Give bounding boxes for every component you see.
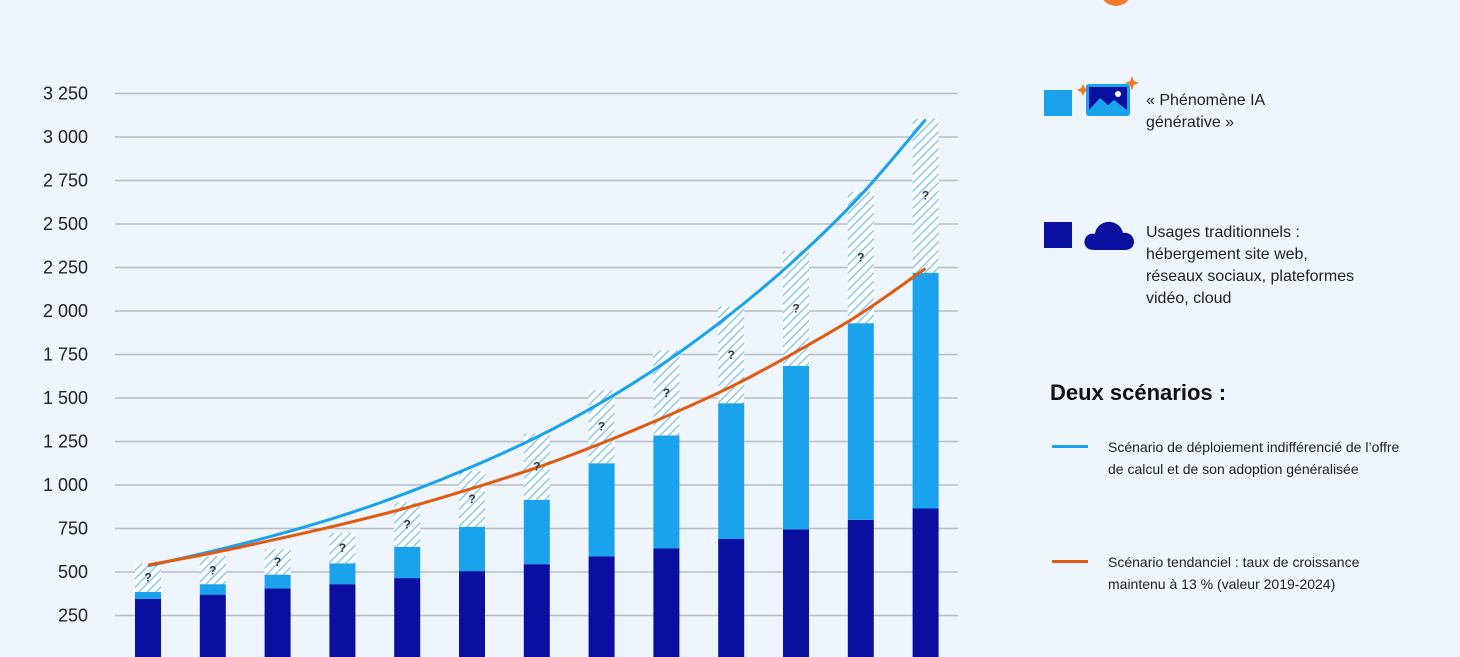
scenario2-label: Scénario tendanciel : taux de croissance… xyxy=(1108,554,1360,592)
bar-genai xyxy=(653,435,680,549)
legend-traditional-label: Usages traditionnels : hébergement site … xyxy=(1146,224,1355,307)
y-tick-label: 2 000 xyxy=(43,301,88,321)
uncertainty-mark: ? xyxy=(468,492,475,506)
y-tick-label: 3 000 xyxy=(43,127,88,147)
uncertainty-mark: ? xyxy=(404,518,411,532)
bar-genai xyxy=(329,563,356,585)
scenario1-line xyxy=(147,118,927,568)
stacked-bar-chart: 250 500 750 1 000 1 250 1 500 1 750 2 000 2 250 2… xyxy=(43,84,958,657)
bar-genai xyxy=(912,272,939,509)
bar-genai xyxy=(459,526,485,572)
bar-genai xyxy=(783,365,809,530)
uncertainty-mark: ? xyxy=(533,460,540,474)
bar-genai xyxy=(718,403,745,539)
bar-traditional xyxy=(459,571,485,657)
scenarios-title: Deux scénarios : xyxy=(1050,380,1227,405)
bar-genai xyxy=(135,592,161,599)
uncertainty-mark: ? xyxy=(857,250,864,264)
y-tick-label: 250 xyxy=(58,606,88,626)
y-tick-label: 2 250 xyxy=(43,258,88,278)
bar-traditional xyxy=(199,594,226,657)
bar-traditional xyxy=(394,578,421,657)
bar-uncertain xyxy=(329,532,356,564)
scenario1-label: Scénario de déploiement indifférencié de… xyxy=(1108,439,1400,477)
cloud-icon xyxy=(1084,221,1134,250)
uncertainty-mark: ? xyxy=(922,189,929,203)
bar-traditional xyxy=(653,548,680,657)
orange-circle-icon xyxy=(1100,0,1132,6)
bar-traditional xyxy=(783,529,809,657)
legend-traditional: Usages traditionnels : hébergement site … xyxy=(1044,218,1404,328)
y-tick-label: 1 000 xyxy=(43,475,88,495)
legend-genai: « Phénomène IA générative » xyxy=(1044,76,1404,148)
scenario1-line-swatch xyxy=(1052,445,1088,448)
scenario2-line-swatch xyxy=(1052,560,1088,563)
bar-genai xyxy=(394,546,421,579)
bar-traditional xyxy=(329,584,356,657)
bar-genai xyxy=(523,499,550,565)
bar-traditional xyxy=(847,519,874,657)
bar-traditional xyxy=(523,564,550,657)
bar-uncertain xyxy=(847,191,874,324)
uncertainty-mark: ? xyxy=(144,571,151,585)
y-tick-label: 750 xyxy=(58,519,88,539)
uncertainty-mark: ? xyxy=(209,563,216,577)
uncertainty-mark: ? xyxy=(792,301,799,315)
uncertainty-mark: ? xyxy=(274,555,281,569)
sparkle-image-icon xyxy=(1077,76,1139,116)
bar-traditional xyxy=(264,588,291,657)
y-tick-label: 2 500 xyxy=(43,214,88,234)
bar-genai xyxy=(264,574,291,589)
bar-traditional xyxy=(718,538,745,657)
bar-traditional xyxy=(912,508,939,657)
bar-uncertain xyxy=(135,563,161,593)
y-tick-label: 1 250 xyxy=(43,432,88,452)
uncertainty-mark: ? xyxy=(339,541,346,555)
y-tick-label: 3 250 xyxy=(43,84,88,104)
legend-traditional-swatch xyxy=(1044,222,1072,248)
bar-genai xyxy=(588,463,615,557)
bar-uncertain xyxy=(264,549,291,575)
legend-genai-swatch xyxy=(1044,90,1072,116)
y-tick-label: 2 750 xyxy=(43,171,88,191)
uncertainty-mark: ? xyxy=(663,386,670,400)
y-tick-label: 1 750 xyxy=(43,345,88,365)
y-tick-label: 1 500 xyxy=(43,388,88,408)
bar-uncertain xyxy=(199,556,226,585)
bar-uncertain xyxy=(912,118,939,273)
uncertainty-mark: ? xyxy=(598,420,605,434)
bar-traditional xyxy=(588,556,615,657)
bar-genai xyxy=(199,584,226,595)
bar-traditional xyxy=(135,598,161,657)
uncertainty-mark: ? xyxy=(728,348,735,362)
scenario2-line xyxy=(147,267,927,567)
y-tick-label: 500 xyxy=(58,562,88,582)
legend-genai-label: « Phénomène IA générative » xyxy=(1146,92,1265,131)
bar-genai xyxy=(847,323,874,520)
bar-uncertain xyxy=(459,471,485,527)
